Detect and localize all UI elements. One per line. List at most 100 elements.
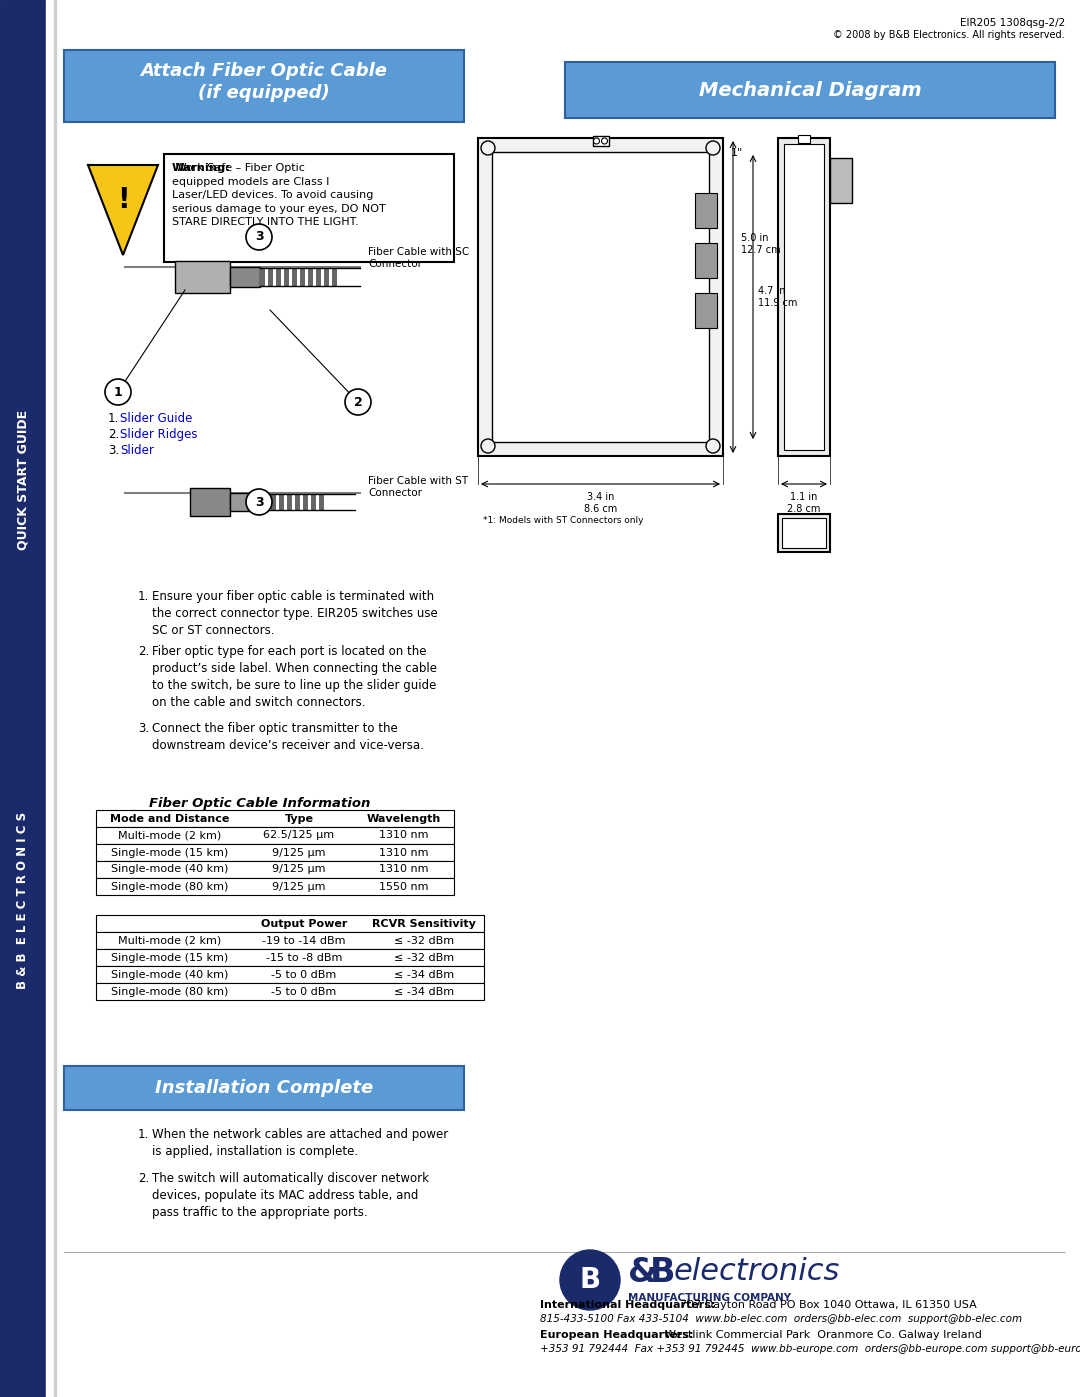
Text: Slider Guide: Slider Guide <box>120 412 192 425</box>
Bar <box>478 138 723 455</box>
Text: 5.0 in
12.7 cm: 5.0 in 12.7 cm <box>741 233 781 256</box>
Text: Fiber Cable with ST
Connector: Fiber Cable with ST Connector <box>368 476 468 499</box>
Text: *1: Models with ST Connectors only: *1: Models with ST Connectors only <box>483 515 644 525</box>
Text: 1: 1 <box>113 386 122 398</box>
Bar <box>96 844 454 861</box>
Bar <box>324 268 329 286</box>
Bar <box>287 495 292 510</box>
Text: B: B <box>580 1266 600 1294</box>
Text: Output Power: Output Power <box>260 919 347 929</box>
Text: 9/125 μm: 9/125 μm <box>272 882 326 891</box>
Text: 2.: 2. <box>108 427 119 441</box>
Text: -15 to -8 dBm: -15 to -8 dBm <box>266 953 342 963</box>
Bar <box>292 268 297 286</box>
Text: Fiber Optic Cable Information: Fiber Optic Cable Information <box>149 798 370 810</box>
Text: ≤ -34 dBm: ≤ -34 dBm <box>394 986 454 997</box>
Bar <box>96 877 454 895</box>
Text: 815-433-5100 Fax 433-5104  www.bb-elec.com  orders@bb-elec.com  support@bb-elec.: 815-433-5100 Fax 433-5104 www.bb-elec.co… <box>540 1315 1022 1324</box>
Bar <box>0 0 46 1397</box>
Text: Mechanical Diagram: Mechanical Diagram <box>699 81 921 99</box>
Bar <box>230 493 255 511</box>
Bar <box>784 144 824 450</box>
Text: Ensure your fiber optic cable is terminated with
the correct connector type. EIR: Ensure your fiber optic cable is termina… <box>152 590 437 637</box>
Text: B: B <box>650 1256 675 1288</box>
Bar <box>164 154 454 263</box>
Bar <box>260 268 265 286</box>
Text: 1310 nm: 1310 nm <box>379 848 429 858</box>
Text: ≤ -32 dBm: ≤ -32 dBm <box>394 936 454 946</box>
Bar <box>696 293 717 328</box>
Bar <box>54 0 56 1397</box>
Bar <box>319 495 324 510</box>
Text: Single-mode (80 km): Single-mode (80 km) <box>111 882 229 891</box>
Text: RCVR Sensitivity: RCVR Sensitivity <box>373 919 476 929</box>
Text: Installation Complete: Installation Complete <box>154 1078 373 1097</box>
Text: Multi-mode (2 km): Multi-mode (2 km) <box>119 830 221 841</box>
Text: 2.: 2. <box>138 1172 149 1185</box>
Bar <box>230 267 260 286</box>
Bar <box>303 495 308 510</box>
Bar <box>308 268 313 286</box>
Circle shape <box>481 439 495 453</box>
Bar <box>782 518 826 548</box>
Text: 2: 2 <box>353 395 363 408</box>
Text: &: & <box>627 1256 657 1288</box>
Text: 1.: 1. <box>108 412 119 425</box>
Text: Fiber Cable with SC
Connector: Fiber Cable with SC Connector <box>368 247 469 270</box>
Text: MANUFACTURING COMPANY: MANUFACTURING COMPANY <box>627 1294 792 1303</box>
Text: Single-mode (15 km): Single-mode (15 km) <box>111 848 229 858</box>
Circle shape <box>602 138 607 144</box>
Bar <box>96 861 454 877</box>
Text: Mode and Distance: Mode and Distance <box>110 813 230 823</box>
Text: Type: Type <box>284 813 313 823</box>
Circle shape <box>706 141 720 155</box>
FancyBboxPatch shape <box>565 61 1055 117</box>
Text: International Headquarters:: International Headquarters: <box>540 1301 715 1310</box>
Circle shape <box>481 141 495 155</box>
Text: © 2008 by B&B Electronics. All rights reserved.: © 2008 by B&B Electronics. All rights re… <box>834 29 1065 41</box>
Bar <box>332 268 337 286</box>
Text: 2.: 2. <box>138 645 149 658</box>
Bar <box>798 136 810 142</box>
Text: European Headquarters:: European Headquarters: <box>540 1330 693 1340</box>
Bar <box>284 268 289 286</box>
Bar <box>268 268 273 286</box>
Text: Fiber optic type for each port is located on the
product’s side label. When conn: Fiber optic type for each port is locate… <box>152 645 437 710</box>
Text: 1": 1" <box>731 148 743 158</box>
Text: 3.: 3. <box>108 444 119 457</box>
Bar <box>316 268 321 286</box>
Text: electronics: electronics <box>674 1257 840 1287</box>
Circle shape <box>246 224 272 250</box>
Bar <box>696 243 717 278</box>
Text: 3.4 in
8.6 cm: 3.4 in 8.6 cm <box>584 492 617 514</box>
Bar <box>190 488 230 515</box>
Bar <box>295 495 300 510</box>
Text: 3: 3 <box>255 496 264 509</box>
Text: Single-mode (40 km): Single-mode (40 km) <box>111 865 229 875</box>
Text: 1.: 1. <box>138 590 149 604</box>
Text: ≤ -32 dBm: ≤ -32 dBm <box>394 953 454 963</box>
Bar <box>778 514 831 552</box>
FancyBboxPatch shape <box>64 50 464 122</box>
Text: Single-mode (80 km): Single-mode (80 km) <box>111 986 229 997</box>
Text: Multi-mode (2 km): Multi-mode (2 km) <box>119 936 221 946</box>
Text: 1550 nm: 1550 nm <box>379 882 429 891</box>
Text: 707 Dayton Road PO Box 1040 Ottawa, IL 61350 USA: 707 Dayton Road PO Box 1040 Ottawa, IL 6… <box>680 1301 976 1310</box>
Bar <box>300 268 305 286</box>
Circle shape <box>706 439 720 453</box>
Bar <box>96 915 484 932</box>
Bar <box>696 193 717 228</box>
Bar <box>778 138 831 455</box>
Text: 1.1 in
2.8 cm: 1.1 in 2.8 cm <box>787 492 821 514</box>
Text: -5 to 0 dBm: -5 to 0 dBm <box>271 970 337 979</box>
Text: Westlink Commercial Park  Oranmore Co. Galway Ireland: Westlink Commercial Park Oranmore Co. Ga… <box>665 1330 982 1340</box>
Bar <box>593 136 608 147</box>
Bar <box>96 967 484 983</box>
Text: 3: 3 <box>255 231 264 243</box>
Bar <box>276 268 281 286</box>
Text: 1310 nm: 1310 nm <box>379 865 429 875</box>
FancyBboxPatch shape <box>64 1066 464 1111</box>
Circle shape <box>246 489 272 515</box>
Bar <box>96 983 484 1000</box>
Bar <box>831 158 852 203</box>
